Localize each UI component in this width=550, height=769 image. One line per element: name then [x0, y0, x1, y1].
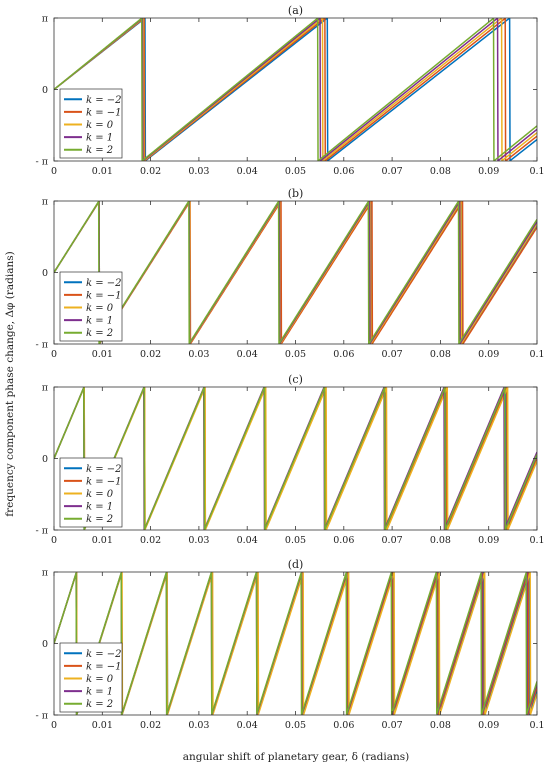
series-line-5 — [54, 18, 537, 161]
x-tick-label: 0.03 — [188, 535, 209, 546]
x-axis-label: angular shift of planetary gear, δ (radi… — [183, 751, 409, 763]
chart-panel-1: (a) 0 0.01 0.02 0.03 0.04 0.05 0.06 0.07 0.08 0.09… — [36, 4, 545, 177]
series-line-5 — [54, 572, 537, 715]
legend-label: k = 0 — [86, 120, 114, 131]
y-tick-label: 0 — [42, 268, 48, 279]
series-line-3 — [54, 18, 537, 161]
legend-label: k = −2 — [86, 649, 122, 660]
y-tick-label: - π — [36, 526, 48, 537]
legend: k = −2k = −1 k = 0 k = 1k = 2 — [59, 271, 123, 342]
x-tick-label: 0.04 — [237, 166, 258, 177]
x-tick-label: 0.01 — [92, 166, 113, 177]
legend-label: k = −2 — [86, 95, 122, 106]
x-tick-label: 0.01 — [92, 720, 113, 731]
x-tick-label: 0.02 — [140, 535, 161, 546]
x-tick-label: 0 — [51, 720, 57, 731]
legend-label: k = 0 — [86, 674, 114, 685]
legend-label: k = 1 — [86, 133, 113, 144]
legend-label: k = −2 — [86, 278, 122, 289]
x-tick-label: 0.08 — [430, 720, 451, 731]
chart-title: (d) — [288, 558, 304, 571]
x-tick-label: 0.05 — [285, 349, 306, 360]
y-tick-label: 0 — [42, 85, 48, 96]
chart-title: (c) — [288, 373, 303, 386]
x-tick-label: 0.07 — [382, 349, 403, 360]
y-tick-label: π — [42, 383, 48, 394]
x-tick-label: 0.08 — [430, 166, 451, 177]
x-tick-label: 0.09 — [478, 349, 499, 360]
x-tick-label: 0.04 — [237, 535, 258, 546]
series-line-5 — [54, 387, 537, 530]
x-tick-label: 0.1 — [529, 535, 544, 546]
y-tick-label: π — [42, 568, 48, 579]
x-tick-label: 0.07 — [382, 720, 403, 731]
x-tick-label: 0.02 — [140, 720, 161, 731]
chart-panel-4: (d) 0 0.01 0.02 0.03 0.04 0.05 0.06 0.07 0.08 0.09… — [36, 558, 545, 731]
x-tick-label: 0.1 — [529, 720, 544, 731]
x-tick-label: 0.1 — [529, 349, 544, 360]
x-tick-label: 0.08 — [430, 535, 451, 546]
y-tick-label: - π — [36, 711, 48, 722]
series-line-4 — [54, 572, 537, 715]
x-tick-label: 0.06 — [333, 349, 354, 360]
x-tick-label: 0.08 — [430, 349, 451, 360]
y-tick-label: 0 — [42, 639, 48, 650]
y-tick-label: - π — [36, 157, 48, 168]
series-line-3 — [54, 387, 537, 530]
series-line-2 — [54, 201, 537, 344]
x-tick-label: 0.07 — [382, 166, 403, 177]
x-tick-label: 0.01 — [92, 349, 113, 360]
x-tick-label: 0 — [51, 166, 57, 177]
legend-label: k = 0 — [86, 303, 114, 314]
x-tick-label: 0 — [51, 349, 57, 360]
x-tick-label: 0.05 — [285, 535, 306, 546]
y-tick-label: π — [42, 14, 48, 25]
x-tick-label: 0.05 — [285, 166, 306, 177]
legend-label: k = −1 — [86, 290, 122, 301]
x-tick-label: 0.1 — [529, 166, 544, 177]
y-tick-label: π — [42, 197, 48, 208]
chart-panel-3: (c) 0 0.01 0.02 0.03 0.04 0.05 0.06 0.07 0.08 0.09… — [36, 373, 545, 546]
x-tick-label: 0.03 — [188, 349, 209, 360]
legend-label: k = 0 — [86, 489, 114, 500]
x-tick-label: 0.09 — [478, 535, 499, 546]
y-axis-label: frequency component phase change, Δφ (ra… — [4, 251, 16, 516]
legend: k = −2k = −1 k = 0 k = 1k = 2 — [59, 457, 123, 528]
x-tick-label: 0.03 — [188, 166, 209, 177]
chart-title: (b) — [288, 187, 304, 200]
x-tick-label: 0.09 — [478, 166, 499, 177]
chart-panel-2: (b) 0 0.01 0.02 0.03 0.04 0.05 0.06 0.07 0.08 0.09… — [36, 187, 545, 360]
x-tick-label: 0.06 — [333, 720, 354, 731]
x-tick-label: 0.06 — [333, 166, 354, 177]
x-tick-label: 0.09 — [478, 720, 499, 731]
chart-title: (a) — [288, 4, 303, 17]
legend-label: k = 2 — [86, 699, 113, 710]
legend-label: k = 1 — [86, 687, 113, 698]
x-tick-label: 0.02 — [140, 349, 161, 360]
y-tick-label: - π — [36, 340, 48, 351]
legend-label: k = 2 — [86, 328, 113, 339]
y-tick-label: 0 — [42, 454, 48, 465]
legend-label: k = 1 — [86, 502, 113, 513]
legend-label: k = 2 — [86, 145, 113, 156]
legend-label: k = 2 — [86, 514, 113, 525]
x-tick-label: 0.01 — [92, 535, 113, 546]
x-tick-label: 0.02 — [140, 166, 161, 177]
legend-label: k = −1 — [86, 661, 122, 672]
x-tick-label: 0.04 — [237, 720, 258, 731]
x-tick-label: 0.07 — [382, 535, 403, 546]
x-tick-label: 0.03 — [188, 720, 209, 731]
series-line-5 — [54, 201, 537, 344]
legend-label: k = −1 — [86, 107, 122, 118]
legend: k = −2k = −1 k = 0 k = 1k = 2 — [59, 642, 123, 713]
x-tick-label: 0.06 — [333, 535, 354, 546]
legend-label: k = 1 — [86, 316, 113, 327]
x-tick-label: 0.04 — [237, 349, 258, 360]
x-tick-label: 0 — [51, 535, 57, 546]
legend: k = −2k = −1 k = 0 k = 1k = 2 — [59, 88, 123, 159]
legend-label: k = −2 — [86, 464, 122, 475]
x-tick-label: 0.05 — [285, 720, 306, 731]
legend-label: k = −1 — [86, 476, 122, 487]
